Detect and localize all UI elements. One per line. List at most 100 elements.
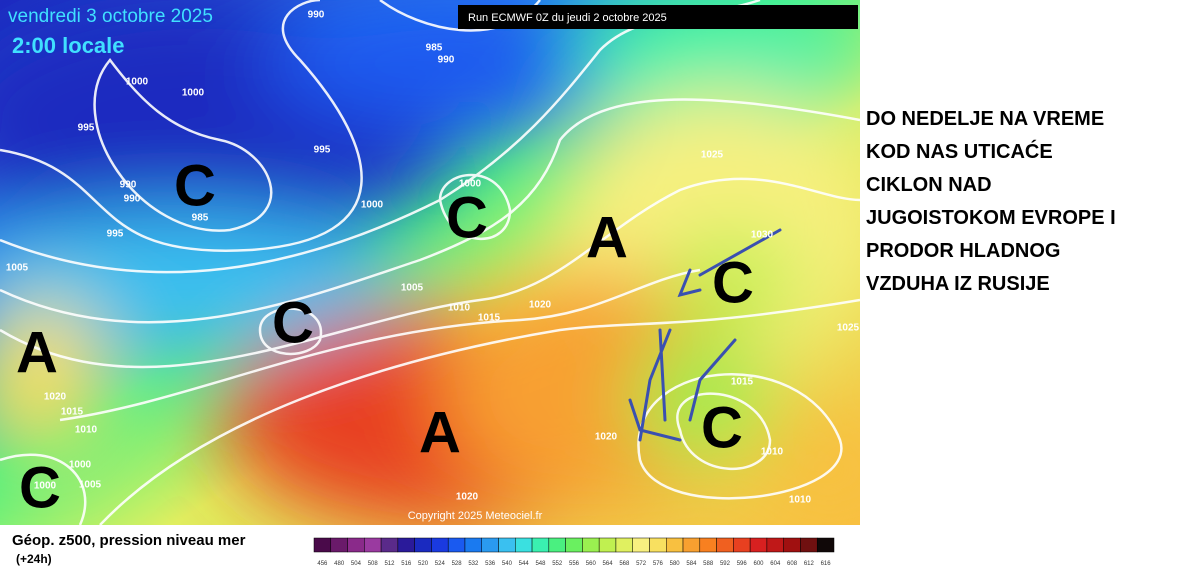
pressure-center: C xyxy=(272,290,314,355)
legend-label: 552 xyxy=(552,561,563,567)
isobar-label: 1015 xyxy=(731,377,754,388)
legend-swatch xyxy=(800,537,818,553)
legend-swatch xyxy=(397,537,415,553)
isobar-label: 1025 xyxy=(837,323,860,334)
legend-label: 616 xyxy=(821,561,832,567)
legend-label: 596 xyxy=(737,561,748,567)
isobar-label: 1000 xyxy=(69,460,92,471)
isobar-label: 1010 xyxy=(761,447,784,458)
legend-label: 612 xyxy=(804,561,815,567)
legend-label: 516 xyxy=(401,561,412,567)
legend-swatch xyxy=(364,537,382,553)
pressure-center: C xyxy=(174,153,216,218)
isobar-label: 1020 xyxy=(456,492,479,503)
legend-swatch xyxy=(531,537,550,553)
legend-label: 556 xyxy=(569,561,580,567)
isobar-label: 1000 xyxy=(459,179,482,190)
legend-swatch xyxy=(447,537,466,553)
legend-label: 588 xyxy=(703,561,714,567)
legend-swatch xyxy=(766,537,784,553)
legend-label: 456 xyxy=(317,561,328,567)
isobar-label: 1020 xyxy=(595,432,618,443)
copyright: Copyright 2025 Meteociel.fr xyxy=(408,510,543,522)
isobar-label: 990 xyxy=(308,10,325,21)
isobar-label: 995 xyxy=(314,145,331,156)
legend-label: 592 xyxy=(720,561,731,567)
legend-swatch xyxy=(498,537,516,553)
annotation-line: CIKLON NAD xyxy=(866,174,992,196)
legend-swatch xyxy=(716,537,734,553)
isobar-label: 1000 xyxy=(126,77,149,88)
run-title: Run ECMWF 0Z du jeudi 2 octobre 2025 xyxy=(468,12,667,24)
legend-label: 508 xyxy=(368,561,379,567)
pressure-center: C xyxy=(446,185,488,250)
pressure-center: C xyxy=(19,455,61,520)
legend-label: 512 xyxy=(384,561,395,567)
pressure-center: A xyxy=(16,320,58,385)
legend-swatch xyxy=(733,537,751,553)
isobar-label: 1000 xyxy=(182,88,205,99)
legend-label: 544 xyxy=(519,561,530,567)
legend-swatch xyxy=(666,537,684,553)
legend-label: 504 xyxy=(351,561,362,567)
isobar-label: 995 xyxy=(78,123,95,134)
isobar-label: 985 xyxy=(426,43,443,54)
legend-swatch xyxy=(582,537,600,553)
legend-title: Géop. z500, pression niveau mer xyxy=(12,532,246,549)
legend-swatch xyxy=(615,537,633,553)
isobar-label: 1005 xyxy=(79,480,102,491)
legend-swatch xyxy=(548,537,566,553)
isobar-label: 1000 xyxy=(34,481,57,492)
isobar-label: 1005 xyxy=(401,283,424,294)
annotation-line: DO NEDELJE NA VREME xyxy=(866,108,1104,130)
legend-label: 548 xyxy=(535,561,546,567)
legend-swatch xyxy=(431,537,449,553)
legend-label: 572 xyxy=(636,561,647,567)
isobar-label: 1010 xyxy=(75,425,98,436)
annotation-line: PRODOR HLADNOG xyxy=(866,240,1060,262)
legend-swatch xyxy=(598,537,617,553)
legend-label: 604 xyxy=(770,561,781,567)
legend-swatch xyxy=(816,537,835,553)
legend-swatch xyxy=(313,537,332,553)
isobar-label: 1030 xyxy=(751,230,774,241)
legend-label: 480 xyxy=(334,561,345,567)
isobar-label: 990 xyxy=(438,55,455,66)
legend-label: 576 xyxy=(653,561,664,567)
date: vendredi 3 octobre 2025 xyxy=(8,6,213,27)
legend-swatch xyxy=(380,537,399,553)
legend-swatch xyxy=(347,537,365,553)
isobar-label: 1005 xyxy=(6,263,29,274)
legend-label: 532 xyxy=(468,561,479,567)
legend-label: 540 xyxy=(502,561,513,567)
legend-swatch xyxy=(749,537,768,553)
isobar-label: 1010 xyxy=(448,303,471,314)
pressure-center: A xyxy=(586,205,628,270)
annotation-line: VZDUHA IZ RUSIJE xyxy=(866,273,1050,295)
legend-label: 600 xyxy=(754,561,765,567)
isobar-label: 985 xyxy=(192,213,209,224)
legend-swatch xyxy=(682,537,701,553)
legend-label: 584 xyxy=(686,561,697,567)
legend-swatch xyxy=(699,537,717,553)
legend-swatch xyxy=(515,537,533,553)
pressure-center: C xyxy=(712,250,754,315)
legend-step: (+24h) xyxy=(16,552,52,566)
pressure-center: C xyxy=(701,395,743,460)
isobar-label: 1020 xyxy=(44,392,67,403)
isobar-label: 1025 xyxy=(701,150,724,161)
isobar-label: 1010 xyxy=(789,495,812,506)
legend-swatch xyxy=(783,537,801,553)
legend-swatch xyxy=(414,537,432,553)
legend-swatch xyxy=(565,537,583,553)
legend-label: 520 xyxy=(418,561,429,567)
legend-swatch xyxy=(632,537,650,553)
legend-label: 524 xyxy=(435,561,446,567)
legend-label: 568 xyxy=(619,561,630,567)
isobar-label: 1015 xyxy=(478,313,501,324)
isobar-label: 990 xyxy=(120,180,137,191)
time: 2:00 locale xyxy=(12,33,125,58)
pressure-center: A xyxy=(419,400,461,465)
legend-swatch xyxy=(464,537,482,553)
